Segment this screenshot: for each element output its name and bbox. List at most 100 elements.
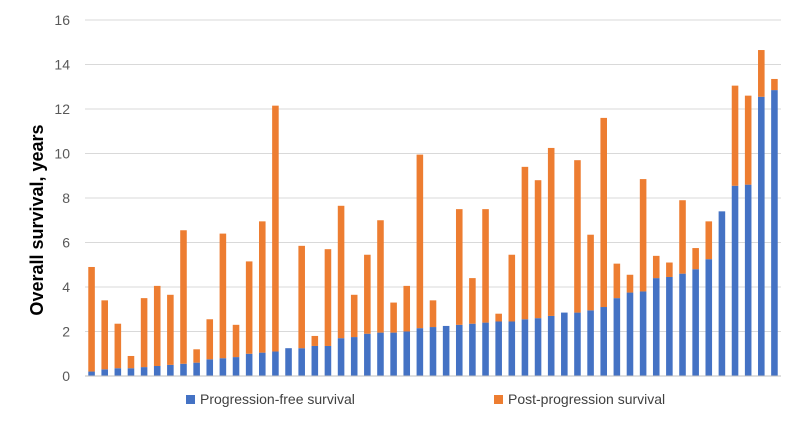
- bar-post-progression: [88, 266, 95, 372]
- bar-progression-free: [547, 315, 555, 376]
- legend-label: Progression-free survival: [200, 391, 355, 407]
- bar-progression-free: [101, 369, 108, 376]
- bar-post-progression: [521, 166, 529, 320]
- bar-progression-free: [416, 328, 424, 376]
- bar-post-progression: [652, 255, 660, 279]
- bar-post-progression: [574, 160, 581, 313]
- bar-post-progression: [377, 220, 384, 333]
- bar-progression-free: [377, 332, 384, 376]
- bar-progression-free: [718, 211, 726, 376]
- bar-progression-free: [206, 359, 214, 376]
- bar-post-progression: [193, 349, 200, 363]
- bar-post-progression: [613, 263, 621, 299]
- bar-post-progression: [482, 209, 489, 323]
- bars: [88, 50, 778, 377]
- bar-progression-free: [232, 357, 240, 376]
- bar-progression-free: [639, 291, 647, 376]
- bar-post-progression: [469, 278, 476, 324]
- y-tick-label: 12: [54, 101, 70, 117]
- y-tick-label: 6: [62, 235, 70, 251]
- legend-swatch: [186, 395, 195, 404]
- bar-progression-free: [337, 338, 345, 376]
- bar-progression-free: [193, 362, 200, 376]
- bar-progression-free: [127, 368, 135, 376]
- bar-post-progression: [364, 254, 371, 334]
- bar-post-progression: [731, 85, 739, 186]
- bar-post-progression: [206, 319, 214, 360]
- bar-progression-free: [350, 337, 358, 376]
- bar-post-progression: [429, 300, 437, 328]
- bar-post-progression: [771, 78, 778, 91]
- bar-post-progression: [245, 261, 253, 354]
- bar-progression-free: [600, 307, 607, 376]
- y-tick-label: 8: [62, 190, 70, 206]
- bar-progression-free: [469, 323, 476, 376]
- bar-progression-free: [613, 298, 621, 377]
- bar-post-progression: [350, 294, 358, 338]
- bar-post-progression: [337, 205, 345, 339]
- bar-post-progression: [140, 298, 148, 368]
- legend-item-post-progression: Post-progression survival: [494, 391, 665, 407]
- legend: Progression-free survival Post-progressio…: [186, 391, 665, 407]
- bar-progression-free: [442, 325, 450, 376]
- bar-progression-free: [521, 319, 529, 376]
- bar-post-progression: [403, 285, 411, 332]
- axes: 0 2 4 6 8 10 12 14 16: [54, 12, 781, 384]
- bar-post-progression: [324, 249, 332, 346]
- bar-progression-free: [364, 333, 371, 376]
- bar-post-progression: [101, 300, 108, 370]
- bar-post-progression: [495, 313, 502, 322]
- bar-progression-free: [705, 259, 713, 376]
- bar-progression-free: [508, 321, 516, 376]
- bar-post-progression: [298, 245, 305, 349]
- bar-progression-free: [744, 184, 752, 376]
- bar-progression-free: [574, 312, 581, 376]
- bar-progression-free: [285, 348, 292, 376]
- legend-label: Post-progression survival: [508, 391, 665, 407]
- bar-post-progression: [219, 233, 227, 359]
- bar-progression-free: [561, 312, 568, 376]
- bar-progression-free: [153, 365, 161, 376]
- y-tick-label: 14: [54, 57, 70, 73]
- bar-progression-free: [114, 368, 122, 376]
- y-tick-label: 2: [62, 324, 70, 340]
- y-tick-label: 16: [54, 12, 70, 28]
- bar-post-progression: [167, 294, 174, 365]
- bar-post-progression: [232, 324, 240, 358]
- bar-progression-free: [88, 371, 95, 376]
- bar-progression-free: [534, 318, 542, 376]
- bar-post-progression: [666, 262, 673, 277]
- bar-post-progression: [744, 95, 752, 185]
- bar-progression-free: [219, 358, 227, 376]
- bar-progression-free: [180, 363, 187, 376]
- bar-progression-free: [652, 278, 660, 376]
- bar-progression-free: [626, 292, 634, 376]
- bar-post-progression: [390, 302, 397, 333]
- bar-progression-free: [311, 345, 319, 376]
- bar-post-progression: [180, 230, 187, 364]
- bar-progression-free: [403, 331, 411, 376]
- bar-post-progression: [455, 209, 463, 325]
- bar-progression-free: [140, 367, 148, 376]
- y-axis-label: Overall survival, years: [27, 124, 47, 315]
- bar-post-progression: [692, 248, 699, 270]
- legend-swatch: [494, 395, 503, 404]
- bar-post-progression: [626, 274, 634, 293]
- bar-post-progression: [639, 179, 647, 292]
- bar-progression-free: [167, 364, 174, 377]
- legend-item-progression-free: Progression-free survival: [186, 391, 355, 407]
- bar-post-progression: [534, 180, 542, 319]
- bar-progression-free: [455, 324, 463, 376]
- bar-progression-free: [272, 351, 279, 376]
- bar-post-progression: [127, 355, 135, 369]
- bar-progression-free: [587, 310, 594, 376]
- bar-progression-free: [245, 353, 253, 376]
- bar-progression-free: [298, 348, 305, 376]
- y-tick-label: 10: [54, 146, 70, 162]
- grid: [85, 19, 781, 377]
- bar-post-progression: [416, 154, 424, 329]
- y-tick-label: 4: [62, 279, 70, 295]
- bar-post-progression: [679, 200, 686, 274]
